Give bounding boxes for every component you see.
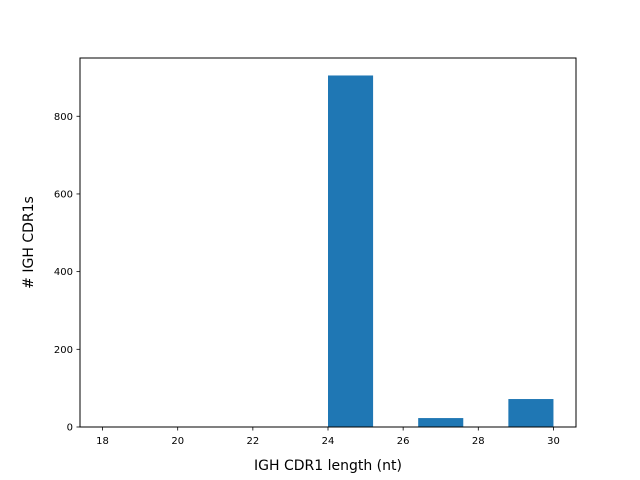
x-tick-label-3: 24 bbox=[322, 436, 335, 447]
histogram-bar-7 bbox=[418, 418, 464, 427]
y-axis-label: # IGH CDR1s bbox=[21, 196, 37, 289]
y-tick-label-3: 600 bbox=[54, 189, 73, 200]
y-tick-label-1: 200 bbox=[54, 345, 73, 356]
histogram-bar-5 bbox=[328, 75, 374, 428]
y-tick-label-0: 0 bbox=[67, 423, 73, 434]
x-tick-label-2: 22 bbox=[246, 436, 259, 447]
x-axis: 18 20 22 24 26 28 30 bbox=[96, 427, 560, 447]
x-tick-label-0: 18 bbox=[96, 436, 109, 447]
y-tick-label-2: 400 bbox=[54, 267, 73, 278]
histogram-bar-9 bbox=[508, 399, 554, 427]
x-tick-label-5: 28 bbox=[472, 436, 485, 447]
y-axis: 0 200 400 600 800 bbox=[54, 112, 80, 434]
x-tick-label-6: 30 bbox=[547, 436, 560, 447]
x-axis-label: IGH CDR1 length (nt) bbox=[254, 458, 402, 474]
x-tick-label-4: 26 bbox=[397, 436, 410, 447]
x-tick-label-1: 20 bbox=[171, 436, 184, 447]
bars-group bbox=[328, 75, 554, 428]
y-tick-label-4: 800 bbox=[54, 112, 73, 123]
